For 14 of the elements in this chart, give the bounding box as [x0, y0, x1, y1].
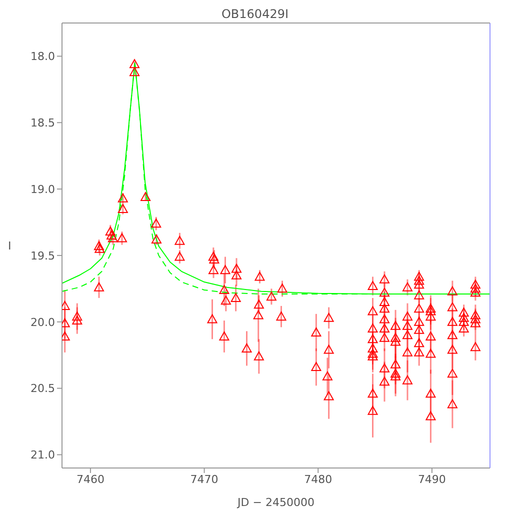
y-tick-label: 18.5 — [30, 116, 55, 130]
y-axis-title: I — [8, 239, 12, 252]
x-tick-label: 7480 — [304, 472, 332, 486]
y-tick-label: 18.0 — [30, 50, 55, 64]
x-axis-title: JD − 2450000 — [236, 496, 314, 509]
y-tick-label: 20.0 — [30, 316, 55, 329]
y-tick-label: 20.5 — [30, 382, 55, 396]
chart-title: OB160429I — [220, 7, 290, 22]
x-tick-label: 7490 — [418, 472, 446, 486]
x-tick-label: 7470 — [190, 472, 218, 486]
x-tick-label: 7460 — [76, 472, 104, 486]
y-tick-label: 21.0 — [30, 448, 55, 462]
y-tick-label: 19.0 — [30, 182, 55, 196]
y-tick-label: 19.5 — [30, 249, 55, 262]
